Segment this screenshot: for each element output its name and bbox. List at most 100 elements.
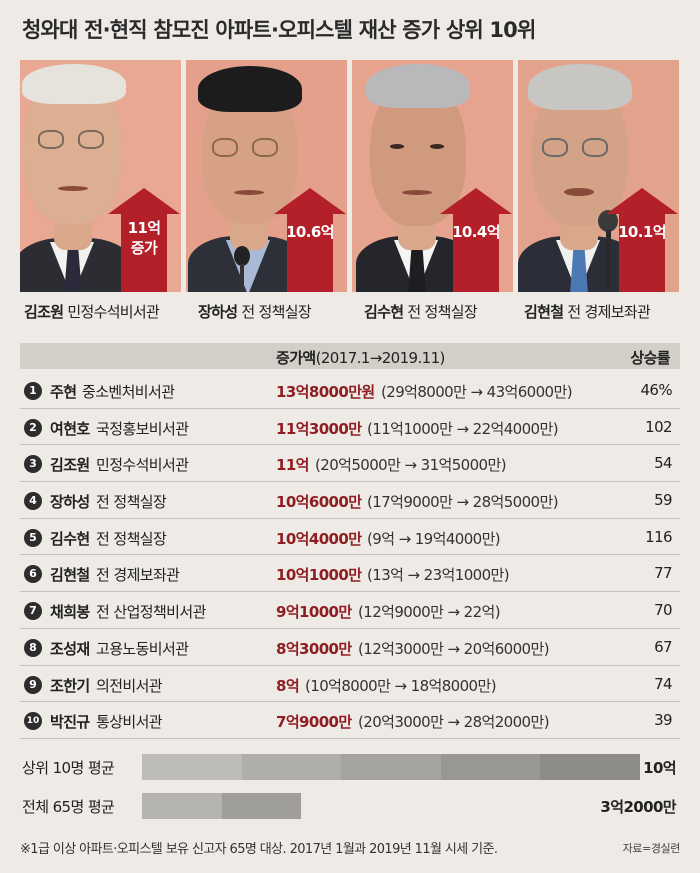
average-bar-segment xyxy=(540,754,640,780)
row-range: (20억3000만 → 28억2000만) xyxy=(358,713,550,732)
increase-arrow-3: 10.4억 xyxy=(440,188,512,292)
row-increase: 10억4000만 xyxy=(276,529,362,548)
average-label: 전체 65명 평균 xyxy=(22,798,115,816)
row-position: 고용노동비서관 xyxy=(96,639,189,658)
row-position: 전 경제보좌관 xyxy=(96,566,180,585)
increase-arrow-1: 11억 증가 xyxy=(108,188,180,292)
row-rate: 54 xyxy=(654,454,672,473)
table-row: 10 박진규 통상비서관 7억9000만 (20억3000만 → 28억2000만) 39 xyxy=(20,702,680,739)
rank-badge: 10 xyxy=(24,712,42,731)
portrait-3: 10.4억 xyxy=(352,60,513,292)
row-range: (9억 → 19억4000만) xyxy=(367,529,501,548)
row-range: (12억3000만 → 20억6000만) xyxy=(358,639,550,658)
page-title: 청와대 전·현직 참모진 아파트·오피스텔 재산 증가 상위 10위 xyxy=(22,18,536,42)
row-range: (17억9000만 → 28억5000만) xyxy=(367,493,559,512)
row-rate: 102 xyxy=(645,417,672,436)
row-name: 박진규 xyxy=(50,713,90,732)
row-range: (11억1000만 → 22억4000만) xyxy=(367,419,559,438)
row-rate: 116 xyxy=(645,527,672,546)
row-position: 민정수석비서관 xyxy=(96,456,189,475)
rank-badge: 6 xyxy=(24,565,42,584)
header-rate: 상승률 xyxy=(630,349,670,367)
portrait-4: 10.1억 xyxy=(518,60,679,292)
table-row: 8 조성재 고용노동비서관 8억3000만 (12억3000만 → 20억6000만) 6… xyxy=(20,629,680,666)
rank-badge: 7 xyxy=(24,602,42,621)
row-position: 중소벤처비서관 xyxy=(82,383,175,401)
row-rate: 39 xyxy=(654,711,672,730)
average-bar-segment xyxy=(142,793,222,819)
row-rate: 74 xyxy=(654,674,672,693)
portrait-2: 10.6억 xyxy=(186,60,347,292)
caption-4: 김현철 전 경제보좌관 xyxy=(524,303,651,321)
average-label: 상위 10명 평균 xyxy=(22,759,115,777)
row-increase: 11억 xyxy=(276,456,309,475)
rank-badge: 4 xyxy=(24,492,42,511)
average-bar-segment xyxy=(241,754,342,780)
ranking-table: 1 주현 중소벤처비서관 13억8000만원 (29억8000만 → 43억6000만)… xyxy=(20,372,680,739)
row-rate: 70 xyxy=(654,601,672,620)
table-row: 9 조한기 의전비서관 8억 (10억8000만 → 18억8000만) 74 xyxy=(20,666,680,703)
caption-3: 김수현 전 정책실장 xyxy=(364,303,478,321)
row-name: 조성재 xyxy=(50,639,90,658)
row-name: 조한기 xyxy=(50,676,90,695)
table-row: 5 김수현 전 정책실장 10억4000만 (9억 → 19억4000만) 116 xyxy=(20,519,680,556)
row-rate: 67 xyxy=(654,637,672,656)
table-row: 2 여현호 국정홍보비서관 11억3000만 (11억1000만 → 22억4000만)… xyxy=(20,409,680,446)
row-position: 의전비서관 xyxy=(96,676,163,695)
rank-badge: 8 xyxy=(24,638,42,657)
row-increase: 8억 xyxy=(276,676,300,695)
rank-badge: 2 xyxy=(24,418,42,437)
header-increase: 증가액(2017.1→2019.11) xyxy=(276,349,445,367)
average-bar-segment xyxy=(221,793,302,819)
row-name: 주현 xyxy=(50,383,77,401)
table-row: 7 채희봉 전 산업정책비서관 9억1000만 (12억9000만 → 22억) 70 xyxy=(20,592,680,629)
rank-badge: 5 xyxy=(24,528,42,547)
row-position: 통상비서관 xyxy=(96,713,163,732)
row-name: 김현철 xyxy=(50,566,90,585)
row-rate: 46% xyxy=(640,381,672,399)
row-range: (20억5000만 → 31억5000만) xyxy=(315,456,507,475)
increase-arrow-4: 10.1억 xyxy=(606,188,678,292)
table-row: 1 주현 중소벤처비서관 13억8000만원 (29억8000만 → 43억6000만)… xyxy=(20,372,680,409)
row-position: 전 정책실장 xyxy=(96,529,167,548)
average-bar-all65: 전체 65명 평균 3억2000만 xyxy=(20,791,680,819)
table-header: 증가액(2017.1→2019.11) 상승률 xyxy=(20,343,680,369)
table-row: 4 장하성 전 정책실장 10억6000만 (17억9000만 → 28억5000만) 5… xyxy=(20,482,680,519)
row-rate: 59 xyxy=(654,491,672,510)
rank-badge: 9 xyxy=(24,675,42,694)
featured-photos: 11억 증가 10.6억 10.4억 xyxy=(20,60,680,292)
table-row: 6 김현철 전 경제보좌관 10억1000만 (13억 → 23억1000만) 77 xyxy=(20,555,680,593)
row-range: (13억 → 23억1000만) xyxy=(367,566,510,585)
average-value: 3억2000만 xyxy=(600,798,676,816)
table-row: 3 김조원 민정수석비서관 11억 (20억5000만 → 31억5000만) 54 xyxy=(20,445,680,483)
row-increase: 13억8000만원 xyxy=(276,383,375,401)
row-name: 여현호 xyxy=(50,419,90,438)
rank-badge: 1 xyxy=(24,382,42,400)
row-increase: 9억1000만 xyxy=(276,603,352,622)
row-rate: 77 xyxy=(654,564,672,583)
average-value: 10억 xyxy=(643,759,676,777)
rank-badge: 3 xyxy=(24,455,42,474)
row-increase: 8억3000만 xyxy=(276,639,352,658)
row-name: 김조원 xyxy=(50,456,90,475)
source-credit: 자료=경실련 xyxy=(622,842,681,855)
caption-2: 장하성 전 정책실장 xyxy=(198,303,312,321)
row-position: 전 산업정책비서관 xyxy=(96,603,206,622)
row-increase: 11억3000만 xyxy=(276,419,362,438)
row-increase: 7억9000만 xyxy=(276,713,352,732)
row-increase: 10억6000만 xyxy=(276,493,362,512)
row-position: 전 정책실장 xyxy=(96,493,167,512)
row-increase: 10억1000만 xyxy=(276,566,362,585)
footnote: ※1급 이상 아파트·오피스텔 보유 신고자 65명 대상. 2017년 1월과… xyxy=(20,842,498,857)
row-position: 국정홍보비서관 xyxy=(96,419,189,438)
row-name: 장하성 xyxy=(50,493,90,512)
caption-1: 김조원 민정수석비서관 xyxy=(24,303,160,321)
row-name: 채희봉 xyxy=(50,603,90,622)
increase-arrow-2: 10.6억 xyxy=(274,188,346,292)
row-range: (10억8000만 → 18억8000만) xyxy=(305,676,497,695)
row-name: 김수현 xyxy=(50,529,90,548)
average-bar-segment xyxy=(341,754,441,780)
average-bar-segment xyxy=(142,754,242,780)
average-bar-top10: 상위 10명 평균 10억 xyxy=(20,752,680,780)
row-range: (12억9000만 → 22억) xyxy=(358,603,501,622)
